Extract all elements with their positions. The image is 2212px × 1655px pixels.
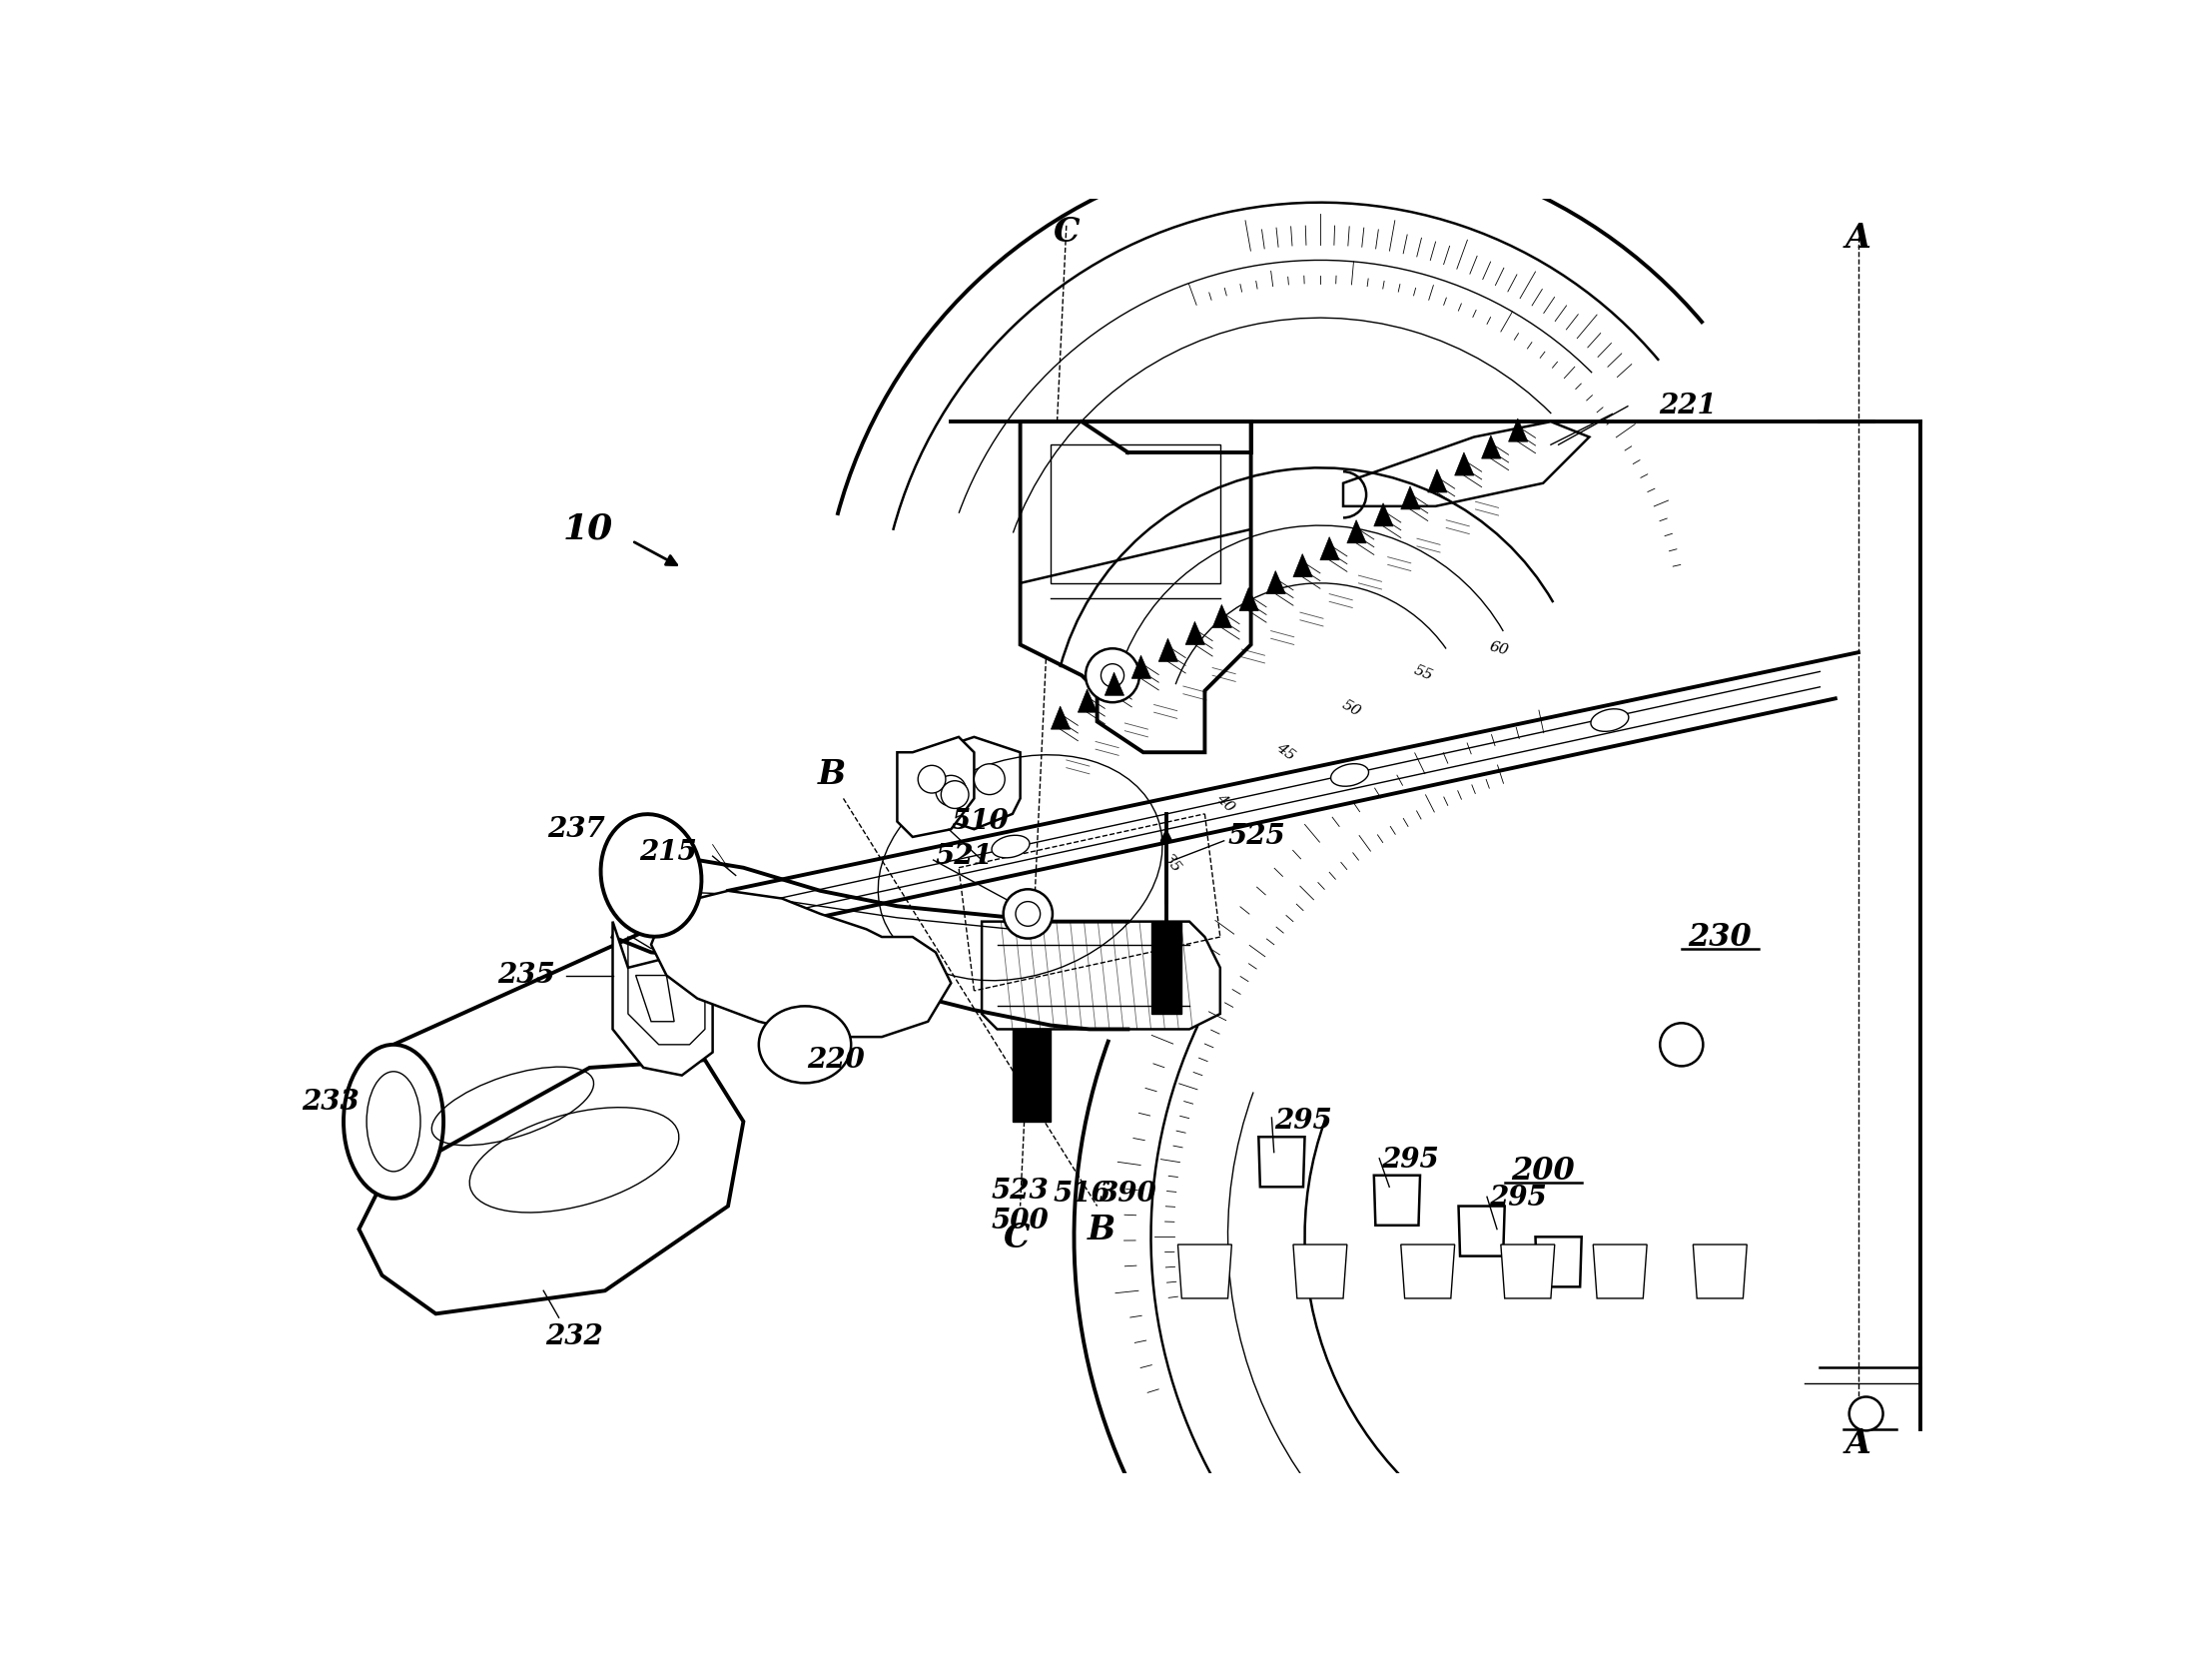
Circle shape: [1004, 889, 1053, 938]
Polygon shape: [1104, 672, 1124, 695]
Text: 50: 50: [1340, 697, 1363, 718]
Polygon shape: [1294, 1245, 1347, 1299]
Polygon shape: [1051, 445, 1221, 583]
Text: 10: 10: [562, 513, 613, 546]
Text: 295: 295: [1382, 1147, 1440, 1173]
Polygon shape: [1177, 1245, 1232, 1299]
Polygon shape: [1051, 707, 1071, 730]
Text: 237: 237: [546, 816, 606, 842]
Polygon shape: [1535, 1236, 1582, 1288]
Polygon shape: [1150, 922, 1181, 1015]
Text: B: B: [1086, 1213, 1115, 1246]
Text: 220: 220: [807, 1046, 865, 1074]
Polygon shape: [898, 736, 973, 837]
Polygon shape: [1013, 1029, 1051, 1122]
Polygon shape: [1374, 503, 1394, 526]
Polygon shape: [1400, 1245, 1455, 1299]
Text: 523: 523: [991, 1177, 1048, 1205]
Text: 215: 215: [639, 839, 697, 866]
Polygon shape: [635, 975, 675, 1021]
Text: 233: 233: [301, 1089, 358, 1115]
Text: A: A: [1845, 1427, 1871, 1460]
Polygon shape: [613, 922, 712, 1076]
Text: 510: 510: [951, 808, 1009, 836]
Polygon shape: [1321, 536, 1338, 559]
Polygon shape: [1259, 1137, 1305, 1187]
Polygon shape: [1186, 622, 1206, 645]
Polygon shape: [1133, 655, 1150, 679]
Polygon shape: [1374, 1175, 1420, 1225]
Text: 55: 55: [1411, 664, 1436, 684]
Ellipse shape: [343, 1044, 445, 1198]
Text: C: C: [1002, 1221, 1029, 1254]
Text: C: C: [1053, 215, 1079, 248]
Text: 521: 521: [936, 842, 993, 869]
Polygon shape: [1482, 435, 1500, 458]
Text: 35: 35: [1161, 851, 1183, 875]
Polygon shape: [1427, 470, 1447, 493]
Text: 390: 390: [1099, 1182, 1157, 1208]
Text: 516: 516: [1053, 1182, 1110, 1208]
Polygon shape: [1500, 1245, 1555, 1299]
Text: 500: 500: [991, 1208, 1048, 1235]
Text: A: A: [1845, 222, 1871, 255]
Ellipse shape: [367, 1071, 420, 1172]
Polygon shape: [1294, 554, 1312, 578]
Polygon shape: [1458, 1206, 1504, 1256]
Polygon shape: [1212, 604, 1232, 627]
Text: B: B: [818, 758, 845, 791]
Polygon shape: [1077, 688, 1097, 712]
Polygon shape: [1347, 520, 1367, 543]
Polygon shape: [358, 1059, 743, 1314]
Polygon shape: [1239, 588, 1259, 611]
Circle shape: [1849, 1397, 1882, 1430]
Text: 60: 60: [1486, 639, 1511, 657]
Text: 40: 40: [1212, 791, 1237, 816]
Ellipse shape: [1332, 763, 1369, 786]
Text: 45: 45: [1274, 740, 1296, 763]
Ellipse shape: [602, 814, 701, 937]
Text: 232: 232: [546, 1324, 604, 1350]
Polygon shape: [982, 922, 1221, 1029]
Text: 295: 295: [1274, 1107, 1332, 1135]
Text: 230: 230: [1688, 922, 1752, 952]
Polygon shape: [1159, 639, 1177, 662]
Ellipse shape: [1590, 708, 1628, 732]
Polygon shape: [1692, 1245, 1747, 1299]
Polygon shape: [1265, 571, 1285, 594]
Text: 221: 221: [1659, 392, 1717, 420]
Circle shape: [1659, 1023, 1703, 1066]
Polygon shape: [650, 890, 951, 1038]
Circle shape: [940, 781, 969, 809]
Polygon shape: [1343, 422, 1588, 506]
Text: 525: 525: [1228, 824, 1285, 851]
Polygon shape: [1455, 452, 1473, 475]
Ellipse shape: [991, 836, 1029, 857]
Circle shape: [1102, 664, 1124, 687]
Polygon shape: [1400, 487, 1420, 510]
Polygon shape: [1509, 419, 1528, 442]
Circle shape: [1086, 649, 1139, 702]
Circle shape: [1015, 902, 1040, 927]
Ellipse shape: [759, 1006, 852, 1082]
Polygon shape: [929, 736, 1020, 829]
Text: 295: 295: [1489, 1185, 1546, 1211]
Circle shape: [936, 776, 967, 806]
Polygon shape: [1020, 422, 1252, 753]
Text: 200: 200: [1511, 1155, 1575, 1187]
Polygon shape: [1593, 1245, 1648, 1299]
Circle shape: [973, 765, 1004, 794]
Circle shape: [918, 765, 947, 793]
Text: 235: 235: [498, 962, 555, 988]
